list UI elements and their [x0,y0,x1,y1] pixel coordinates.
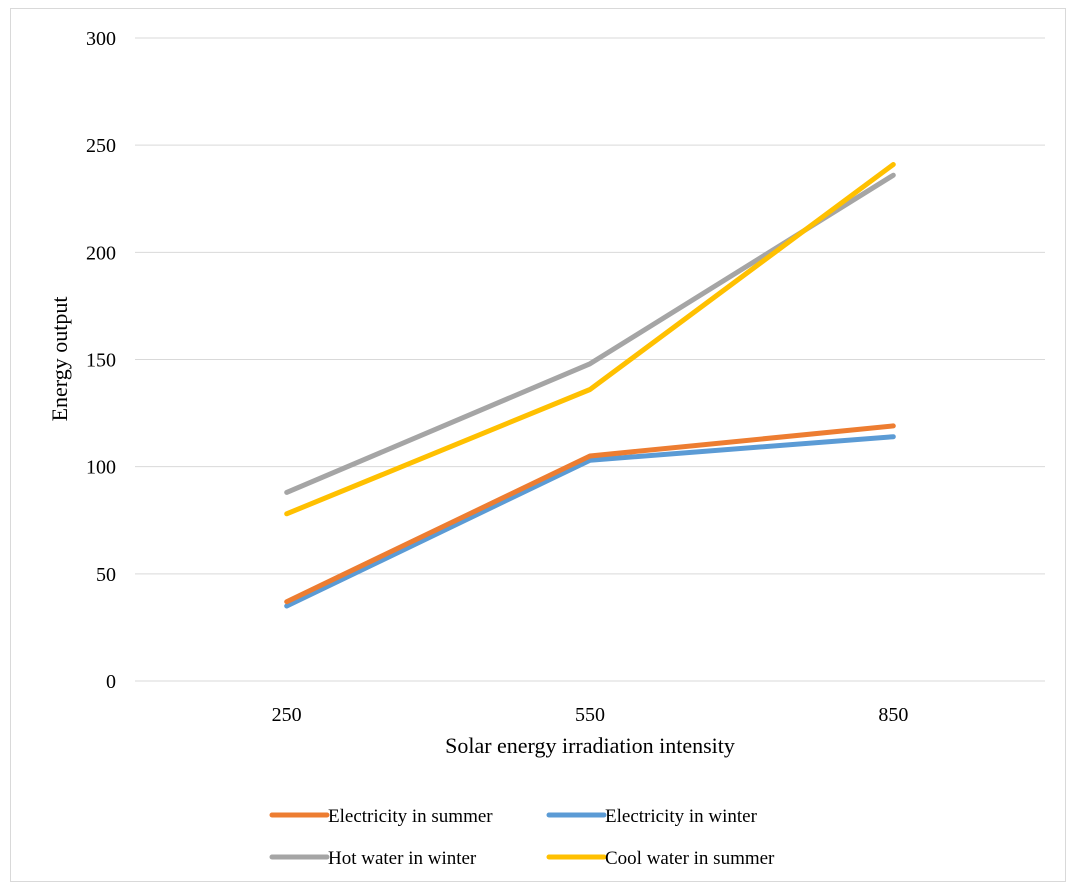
y-tick-label: 50 [96,564,116,586]
y-tick-label: 100 [86,457,116,479]
series-line-electricity-in-summer [284,423,896,605]
gridlines [135,37,1045,682]
y-tick-label: 0 [106,671,116,693]
series-line-electricity-in-winter [284,434,896,609]
x-axis-tick-labels: 250 550 850 [272,704,909,726]
legend-label: Cool water in summer [605,848,775,869]
y-tick-label: 300 [86,28,116,50]
legend-label: Hot water in winter [328,848,477,869]
legend-item: Hot water in winter [269,848,477,869]
series-lines [284,162,896,609]
y-tick-label: 150 [86,350,116,372]
legend-item: Electricity in winter [546,806,758,827]
chart-frame [10,8,1066,882]
legend-label: Electricity in summer [328,806,493,827]
x-tick-label: 850 [878,704,908,726]
legend-item: Electricity in summer [269,806,493,827]
y-axis-tick-labels: 0 50 100 150 200 250 300 [86,28,116,693]
legend-item: Cool water in summer [546,848,775,869]
legend: Electricity in summer Electricity in wint… [269,806,775,869]
y-tick-label: 200 [86,242,116,264]
x-axis-title: Solar energy irradiation intensity [445,733,735,758]
legend-label: Electricity in winter [605,806,758,827]
y-axis-title: Energy output [47,297,72,422]
y-tick-label: 250 [86,135,116,157]
x-tick-label: 250 [272,704,302,726]
x-tick-label: 550 [575,704,605,726]
